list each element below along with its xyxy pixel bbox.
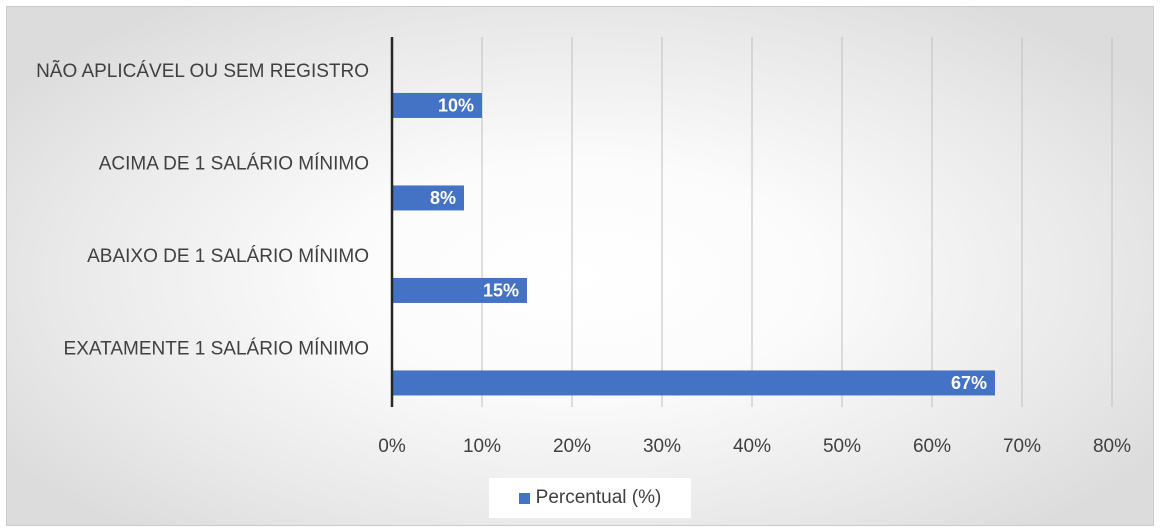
data-label: 15% <box>483 280 519 300</box>
data-label: 10% <box>438 95 474 115</box>
chart-svg: 0% 10% 20% 30% 40% 50% 60% 70% 80% 10% NÃO APLICÁV… <box>36 37 1131 457</box>
legend-label: Percentual (%) <box>535 487 662 508</box>
x-tick-label: 80% <box>1093 436 1131 457</box>
category-label: EXATAMENTE 1 SALÁRIO MÍNIMO <box>64 339 369 360</box>
x-tick-label: 40% <box>733 436 771 457</box>
x-tick-label: 0% <box>378 436 406 457</box>
x-tick-label: 50% <box>823 436 861 457</box>
gridlines <box>481 37 1113 407</box>
category-label: ABAIXO DE 1 SALÁRIO MÍNIMO <box>87 246 369 267</box>
x-tick-label: 20% <box>553 436 591 457</box>
category-label: ACIMA DE 1 SALÁRIO MÍNIMO <box>99 154 369 175</box>
bar <box>393 370 995 396</box>
legend: Percentual (%) <box>489 478 691 518</box>
data-label: 8% <box>430 188 456 208</box>
x-tick-label: 60% <box>913 436 951 457</box>
x-tick-label: 70% <box>1003 436 1041 457</box>
chart-area: 0% 10% 20% 30% 40% 50% 60% 70% 80% 10% NÃO APLICÁV… <box>6 6 1154 526</box>
legend-swatch <box>518 492 530 504</box>
x-tick-label: 30% <box>643 436 681 457</box>
data-label: 67% <box>951 373 987 393</box>
bar <box>393 185 464 211</box>
bar <box>393 92 482 118</box>
category-label: NÃO APLICÁVEL OU SEM REGISTRO <box>36 60 369 82</box>
labels: 0% 10% 20% 30% 40% 50% 60% 70% 80% 10% NÃO APLICÁV… <box>36 60 1131 457</box>
x-tick-label: 10% <box>463 436 501 457</box>
bar <box>393 277 527 303</box>
bars <box>393 92 995 396</box>
